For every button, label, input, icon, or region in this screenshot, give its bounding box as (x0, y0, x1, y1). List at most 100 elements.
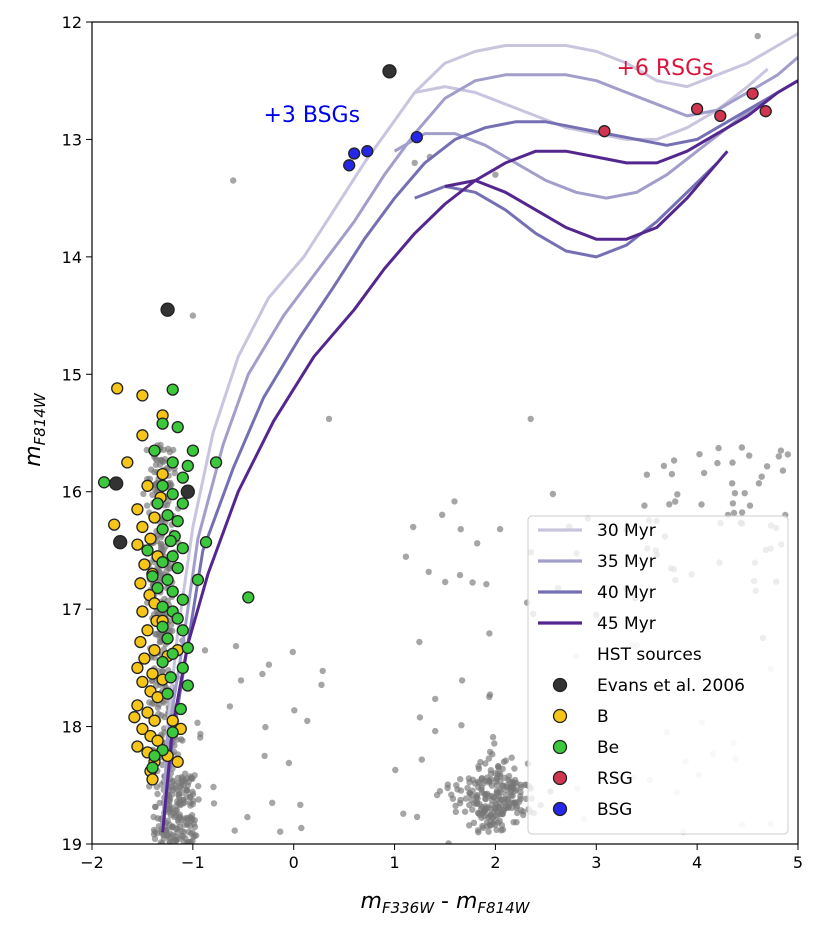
hst-source-point (171, 469, 178, 477)
hst-source-point (188, 812, 196, 819)
hst-source-point (511, 765, 518, 772)
star-point-be (174, 702, 187, 716)
hst-source-point (230, 177, 237, 184)
hst-source-point (470, 819, 478, 826)
annotation-label: +6 RSGs (616, 56, 713, 81)
legend-dot-swatch (552, 801, 568, 817)
hst-source-point (497, 802, 505, 809)
star-point-rsg (598, 125, 611, 138)
hst-source-point (491, 740, 498, 747)
hst-source-point (484, 804, 492, 811)
y-tick-label: 13 (62, 130, 82, 149)
star-point-b (148, 644, 161, 657)
star-point-b (131, 740, 144, 753)
x-axis-ticks: −2 −1 0 1 2 3 4 5 (80, 844, 803, 872)
hst-source-point (160, 725, 168, 732)
hst-source-point (489, 751, 496, 758)
star-point-be (161, 573, 174, 586)
hst-source-point (143, 502, 151, 509)
star-point-be (171, 420, 184, 434)
hst-source-point (495, 762, 502, 770)
hst-source-point (152, 803, 159, 810)
hst-source-point (180, 796, 187, 804)
hst-source-point (457, 776, 464, 783)
hst-source-point (510, 780, 517, 788)
hst-source-point (458, 677, 466, 684)
star-point-be (97, 476, 111, 489)
star-point-b (134, 577, 147, 590)
y-axis-label: mF814W (21, 392, 49, 467)
hst-source-point (159, 668, 166, 675)
y-tick-label: 17 (62, 600, 82, 619)
hst-source-point (318, 681, 325, 688)
hst-source-point (480, 779, 488, 787)
hst-source-point (265, 661, 273, 668)
hst-source-point (151, 468, 158, 476)
hst-source-point (490, 817, 498, 825)
hst-source-point (698, 501, 705, 508)
legend-label: RSG (597, 769, 633, 789)
star-point-bsg (343, 159, 356, 172)
hst-source-point (729, 480, 736, 487)
hst-source-point (140, 490, 147, 498)
plot-frame (91, 21, 799, 845)
x-tick-label: 2 (490, 853, 500, 872)
star-point-be (166, 456, 179, 469)
hst-source-point (738, 444, 746, 451)
hst-source-point (457, 787, 465, 794)
hst-source-point (159, 761, 166, 768)
hst-source-point (469, 806, 476, 813)
hst-source-point (493, 826, 500, 833)
hst-source-point (262, 723, 269, 731)
hst-source-point (641, 502, 648, 509)
star-point-b (136, 389, 149, 402)
hst-source-point (668, 470, 676, 478)
hst-source-point (168, 783, 176, 790)
legend-label: BSG (597, 800, 632, 820)
hst-source-point (473, 793, 480, 800)
hst-source-point (444, 781, 451, 788)
hst-source-point (474, 540, 481, 547)
star-point-bsg (410, 130, 423, 144)
star-point-be (141, 544, 154, 557)
hst-source-point (755, 480, 763, 487)
hst-source-point (549, 490, 557, 498)
star-point-b (108, 518, 121, 531)
star-point-evans (113, 535, 128, 550)
star-point-be (151, 581, 164, 595)
hst-source-point (425, 568, 432, 576)
hst-source-point (277, 828, 284, 835)
hst-source-point (746, 452, 753, 459)
star-point-be (156, 655, 169, 669)
star-point-b (134, 635, 147, 649)
star-point-bsg (348, 147, 361, 160)
hst-source-point (485, 755, 492, 762)
star-point-rsg (759, 105, 772, 118)
hst-source-point (259, 670, 266, 678)
hst-source-point (416, 638, 423, 646)
hst-source-point (319, 667, 326, 675)
hst-source-point (507, 789, 515, 796)
star-point-b (136, 675, 149, 689)
star-point-be (181, 679, 194, 692)
star-point-bsg (361, 145, 374, 158)
hst-source-point (489, 733, 497, 741)
hst-source-point (510, 819, 517, 826)
legend-label: Be (597, 738, 619, 758)
hst-source-point (167, 830, 174, 837)
star-point-be (148, 749, 161, 763)
star-point-be (156, 523, 169, 536)
hst-source-point (189, 788, 196, 795)
x-tick-label: 5 (793, 853, 803, 872)
isochrone-30-myr (161, 32, 798, 833)
legend-frame (527, 515, 789, 835)
hst-source-point (643, 471, 651, 478)
x-tick-label: 3 (591, 853, 601, 872)
star-point-b (141, 624, 154, 637)
star-point-b (138, 558, 151, 571)
hst-source-point (730, 509, 738, 517)
hst-source-point (466, 790, 473, 797)
hst-source-point (155, 823, 163, 830)
star-point-be (161, 509, 174, 522)
hst-source-point (164, 817, 171, 824)
